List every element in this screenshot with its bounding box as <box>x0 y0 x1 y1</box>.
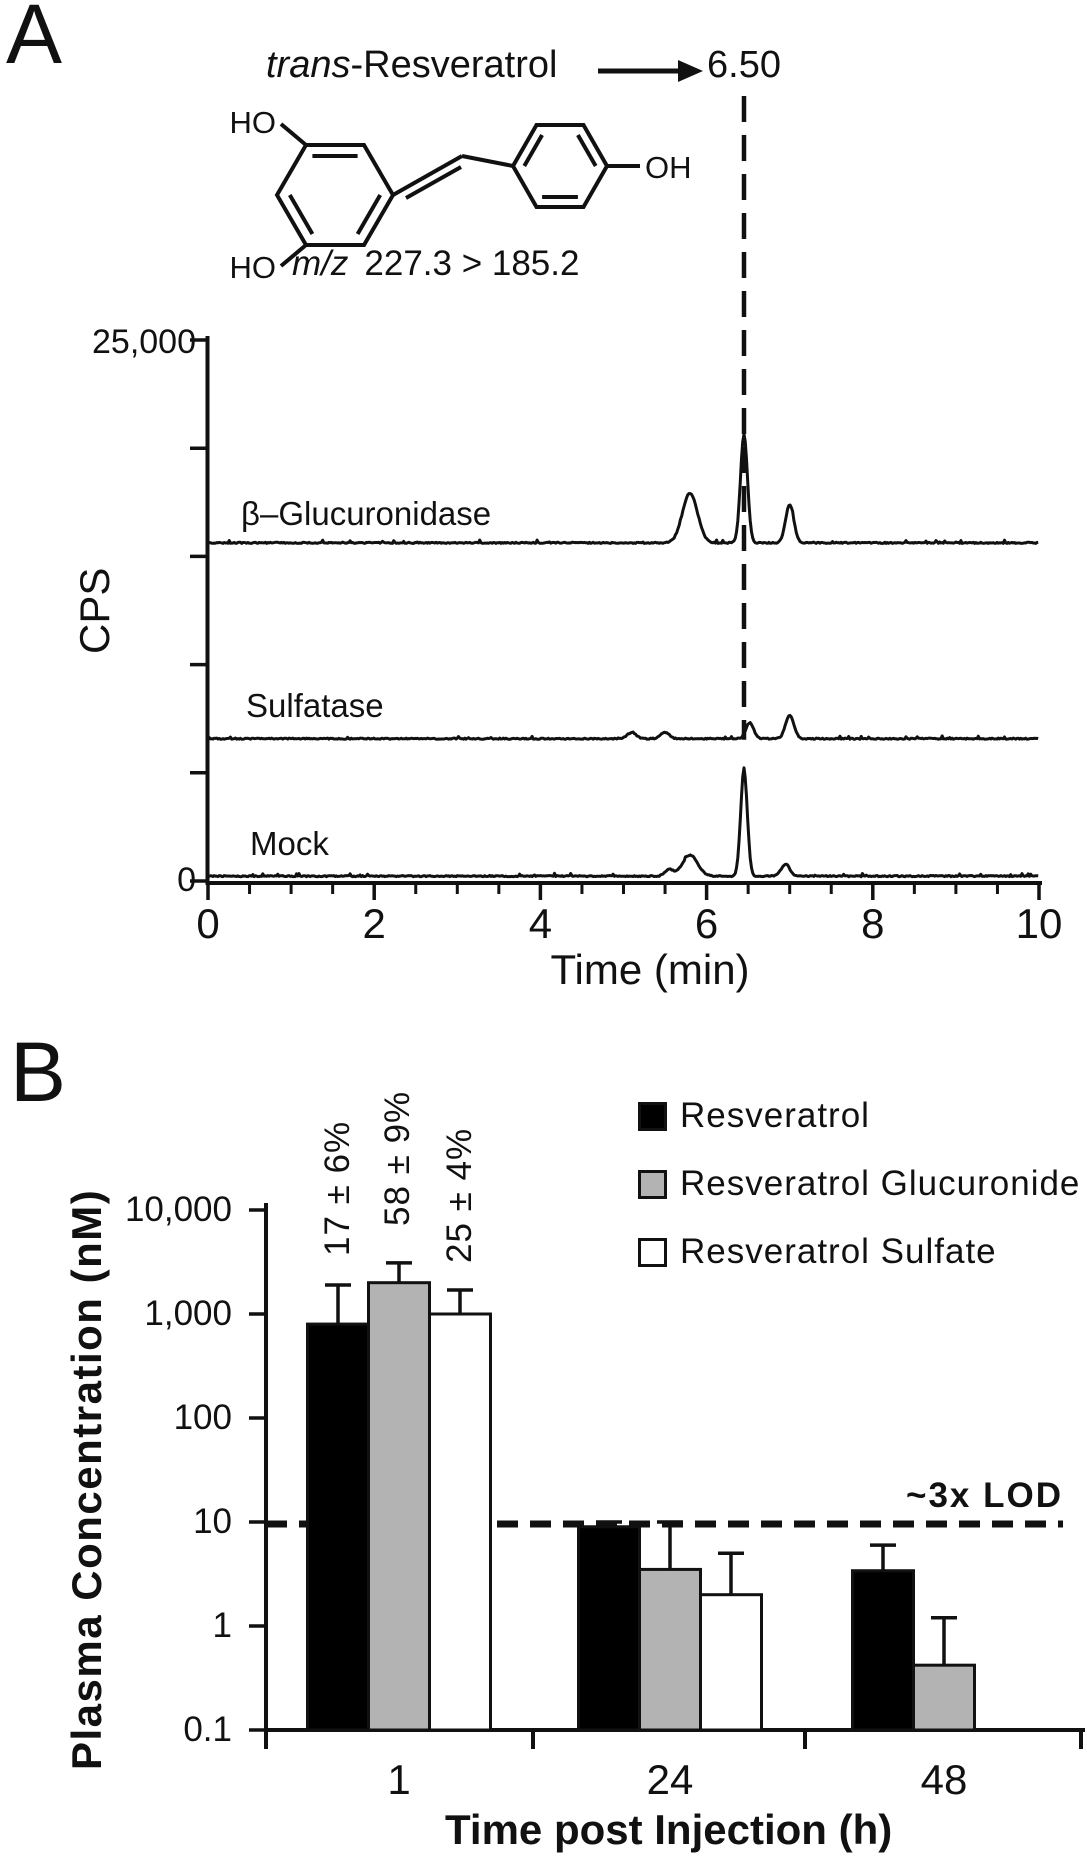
panel-b-label: B <box>10 1025 67 1119</box>
y-tick-label: 1,000 <box>144 1294 232 1333</box>
x-tick-label: 6 <box>694 900 719 947</box>
a-ymin-label: 0 <box>177 861 196 899</box>
category-label: 24 <box>646 1756 694 1803</box>
bar <box>577 1525 641 1732</box>
concentration-plot <box>249 1203 1085 1749</box>
x-tick-label: 0 <box>196 900 220 947</box>
aromatic-bond <box>522 134 544 167</box>
legend-item: Resveratrol <box>638 1096 870 1136</box>
hydroxyl-label-right: OH <box>645 150 692 185</box>
vinyl-bond <box>461 154 514 168</box>
x-tick-label: 10 <box>1015 900 1063 947</box>
aromatic-bond <box>288 193 315 236</box>
plasma-axis-label: Plasma Concentration (nM) <box>63 1188 110 1770</box>
legend-label: Resveratrol Glucuronide <box>680 1164 1081 1203</box>
lod-label: ~3x LOD <box>906 1476 1063 1515</box>
y-tick-label: 100 <box>173 1398 232 1437</box>
chromatogram-trace <box>207 432 1039 545</box>
legend-swatch <box>638 1101 667 1131</box>
y-tick-label: 0.1 <box>183 1710 232 1749</box>
aromatic-bond <box>576 134 598 167</box>
chromatogram-trace <box>207 714 1039 741</box>
trace-label-mock: Mock <box>250 825 329 862</box>
mz-transition-value: 227.3 > 185.2 <box>364 244 580 283</box>
hydroxyl-label-bottom: HO <box>230 250 277 285</box>
compound-title: trans-Resveratrol <box>266 44 558 86</box>
legend-item: Resveratrol Glucuronide <box>638 1164 1080 1204</box>
bar <box>638 1567 702 1732</box>
category-label: 1 <box>387 1756 411 1803</box>
legend-swatch <box>638 1237 667 1267</box>
x-tick-label: 4 <box>528 900 553 947</box>
y-tick-label: 1 <box>212 1606 232 1645</box>
aromatic-bond <box>355 193 382 236</box>
category-label: 48 <box>920 1756 968 1803</box>
mz-transition-label: m/z 227.3 > 185.2 <box>292 244 580 283</box>
bar-annotation-glucuronide: 58 ± 9% <box>378 1090 417 1226</box>
legend-label: Resveratrol <box>680 1096 870 1135</box>
chromatogram-trace <box>207 766 1039 879</box>
trace-label-sulfatase: Sulfatase <box>246 687 384 724</box>
legend-swatch <box>638 1169 667 1199</box>
benzene-ring-left <box>274 143 396 247</box>
bar <box>367 1281 431 1732</box>
time-axis-label: Time (min) <box>550 946 750 993</box>
panel-a-label: A <box>6 0 63 81</box>
hydroxyl-bond <box>279 243 308 268</box>
x-tick-label: 2 <box>362 900 386 947</box>
bar <box>428 1312 492 1732</box>
bar-annotation-sulfate: 25 ± 4% <box>440 1127 479 1263</box>
time-post-injection-label: Time post Injection (h) <box>445 1806 893 1853</box>
vinyl-double-bond <box>405 165 462 200</box>
legend-item: Resveratrol Sulfate <box>638 1232 997 1272</box>
chromatogram-plot <box>190 96 1042 900</box>
y-tick-label: 10 <box>193 1502 232 1541</box>
resveratrol-structure: HO HO OH <box>230 60 703 285</box>
bar <box>851 1569 915 1732</box>
legend-label: Resveratrol Sulfate <box>680 1232 997 1271</box>
y-tick-label: 10,000 <box>124 1190 232 1229</box>
retention-time-label: 6.50 <box>707 44 781 86</box>
bar <box>912 1663 976 1732</box>
compound-title-rest: -Resveratrol <box>350 44 558 86</box>
hydroxyl-label-top: HO <box>230 105 277 140</box>
bar <box>306 1322 370 1732</box>
cps-axis-label: CPS <box>71 567 118 654</box>
arrow-head-icon <box>678 60 703 82</box>
a-ymax-label: 25,000 <box>92 323 196 361</box>
compound-title-italic: trans <box>266 44 351 86</box>
bar <box>699 1593 763 1732</box>
x-tick-label: 8 <box>861 900 885 947</box>
trace-label-glucuronidase: β–Glucuronidase <box>241 495 492 532</box>
bar-annotation-resveratrol: 17 ± 6% <box>318 1120 357 1256</box>
hydroxyl-bond <box>279 122 308 147</box>
vinyl-bond <box>392 154 463 197</box>
